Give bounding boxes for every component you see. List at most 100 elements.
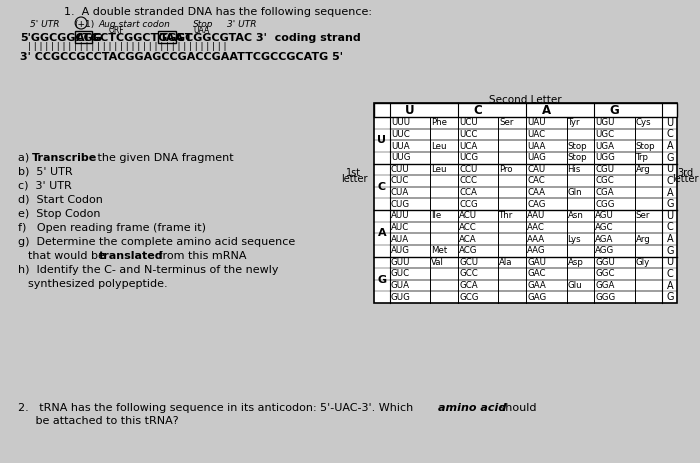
Text: 5' UTR: 5' UTR	[29, 20, 60, 29]
Text: AGG: AGG	[595, 246, 615, 255]
Text: Arg: Arg	[636, 165, 650, 174]
Text: GCA: GCA	[459, 281, 477, 290]
Bar	[75, 31, 92, 43]
Text: Asn: Asn	[568, 211, 583, 220]
Text: Transcribe: Transcribe	[32, 153, 97, 163]
Text: A: A	[666, 281, 673, 291]
Text: UAU: UAU	[527, 119, 546, 127]
Text: translated: translated	[99, 251, 164, 261]
Text: UAA: UAA	[527, 142, 545, 150]
Text: Stop: Stop	[636, 142, 655, 150]
Text: CGG: CGG	[595, 200, 615, 209]
Text: GUC: GUC	[391, 269, 410, 278]
Text: CUA: CUA	[391, 188, 409, 197]
Text: A: A	[666, 141, 673, 151]
Text: Leu: Leu	[431, 165, 447, 174]
Bar	[374, 103, 678, 117]
Text: GCGGCGTAC 3'  coding strand: GCGGCGTAC 3' coding strand	[176, 33, 361, 43]
Text: U: U	[405, 104, 415, 117]
Text: GAG: GAG	[527, 293, 547, 302]
Text: GCC: GCC	[459, 269, 478, 278]
Text: ACA: ACA	[459, 235, 477, 244]
Text: Thr: Thr	[499, 211, 514, 220]
Text: from this mRNA: from this mRNA	[155, 251, 246, 261]
Text: AUC: AUC	[391, 223, 409, 232]
Text: 3' UTR: 3' UTR	[228, 20, 257, 29]
Text: Second Letter: Second Letter	[489, 95, 562, 105]
Text: 3rd: 3rd	[677, 168, 693, 178]
Text: AUA: AUA	[391, 235, 409, 244]
Text: GGA: GGA	[595, 281, 615, 290]
Text: AAU: AAU	[527, 211, 545, 220]
Text: AAA: AAA	[527, 235, 545, 244]
Text: g)  Determine the complete amino acid sequence: g) Determine the complete amino acid seq…	[18, 237, 295, 247]
Text: 3' CCGCCGCCTACGGAGCCGACCGAATTCGCCGCATG 5': 3' CCGCCGCCTACGGAGCCGACCGAATTCGCCGCATG 5…	[20, 52, 343, 62]
Text: GGG: GGG	[595, 293, 615, 302]
Text: U: U	[666, 164, 673, 174]
Text: G: G	[610, 104, 620, 117]
Text: a): a)	[18, 153, 36, 163]
Text: Ser: Ser	[636, 211, 650, 220]
Text: Leu: Leu	[431, 142, 447, 150]
Text: h)  Identify the C- and N-terminus of the newly: h) Identify the C- and N-terminus of the…	[18, 265, 279, 275]
Text: Trp: Trp	[636, 153, 649, 162]
Text: letter: letter	[341, 174, 368, 184]
Text: C: C	[666, 130, 673, 139]
Text: CUU: CUU	[391, 165, 409, 174]
Text: CGA: CGA	[595, 188, 614, 197]
Text: CAG: CAG	[527, 200, 545, 209]
Text: A: A	[666, 188, 673, 198]
Text: U: U	[377, 135, 386, 145]
Text: CAA: CAA	[527, 188, 545, 197]
Text: UAG: UAG	[527, 153, 546, 162]
Text: c)  3' UTR: c) 3' UTR	[18, 181, 71, 191]
Text: GUG: GUG	[391, 293, 411, 302]
Text: Phe: Phe	[431, 119, 447, 127]
Text: U: U	[666, 211, 673, 221]
Text: Met: Met	[431, 246, 447, 255]
Text: G: G	[666, 292, 673, 302]
Text: A: A	[377, 228, 386, 238]
Text: UUU: UUU	[391, 119, 410, 127]
Text: UAA: UAA	[194, 26, 210, 35]
Text: CAU: CAU	[527, 165, 545, 174]
Text: (+1): (+1)	[74, 20, 95, 29]
Text: CUC: CUC	[391, 176, 409, 186]
Text: GAA: GAA	[527, 281, 546, 290]
Text: C: C	[666, 176, 673, 186]
Text: Asp: Asp	[568, 258, 583, 267]
Text: be attached to this tRNA?: be attached to this tRNA?	[18, 416, 178, 426]
Text: CCG: CCG	[459, 200, 478, 209]
Text: GGU: GGU	[595, 258, 615, 267]
Text: Gly: Gly	[636, 258, 650, 267]
Text: UUG: UUG	[391, 153, 410, 162]
Text: ACC: ACC	[459, 223, 477, 232]
Text: GGC: GGC	[595, 269, 615, 278]
Text: Arg: Arg	[636, 235, 650, 244]
Text: G: G	[666, 246, 673, 256]
Text: 1st: 1st	[346, 168, 362, 178]
Text: Glu: Glu	[568, 281, 582, 290]
Text: AAC: AAC	[527, 223, 545, 232]
Text: Ala: Ala	[499, 258, 513, 267]
Text: AGU: AGU	[595, 211, 614, 220]
Text: d)  Start Codon: d) Start Codon	[18, 195, 103, 205]
Text: CAC: CAC	[527, 176, 545, 186]
Text: that would be: that would be	[28, 251, 108, 261]
Text: GAU: GAU	[527, 258, 546, 267]
Text: 5'GGCGGCGG: 5'GGCGGCGG	[20, 33, 102, 43]
Text: synthesized polypeptide.: synthesized polypeptide.	[28, 279, 167, 289]
Text: GUU: GUU	[391, 258, 410, 267]
Text: UCA: UCA	[459, 142, 477, 150]
Text: CCTCGGCTGGCT: CCTCGGCTGGCT	[92, 33, 192, 43]
Text: UGA: UGA	[595, 142, 614, 150]
Text: should: should	[496, 403, 537, 413]
Text: UGC: UGC	[595, 130, 615, 139]
Text: 1.  A double stranded DNA has the following sequence:: 1. A double stranded DNA has the followi…	[64, 7, 372, 17]
Text: GCU: GCU	[459, 258, 478, 267]
Text: CCA: CCA	[459, 188, 477, 197]
Text: His: His	[568, 165, 581, 174]
Text: the given DNA fragment: the given DNA fragment	[94, 153, 234, 163]
Text: UUA: UUA	[391, 142, 409, 150]
Text: Cys: Cys	[636, 119, 651, 127]
